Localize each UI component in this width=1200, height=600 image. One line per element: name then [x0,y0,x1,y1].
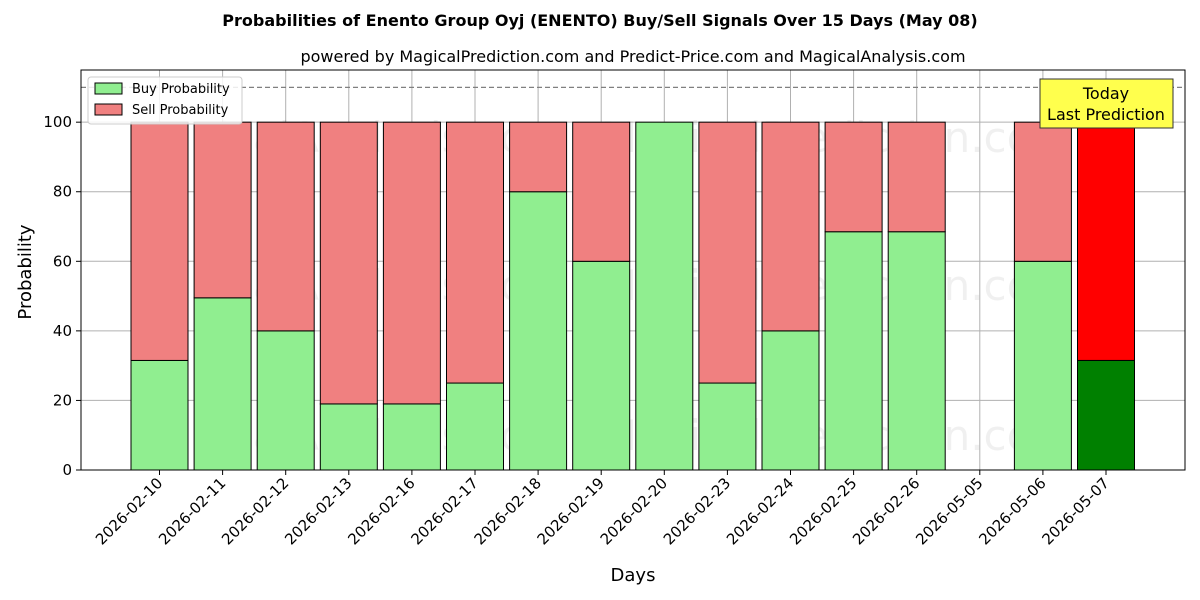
buy-bar [256,330,315,471]
x-axis-label: Days [611,565,656,586]
sell-bar [256,121,315,332]
sell-bar [382,121,441,405]
buy-bar [824,231,883,471]
buy-bar [509,191,568,471]
today-annotation-line2: Last Prediction [1047,105,1165,124]
buy-bar [1077,359,1135,471]
legend-box [87,76,243,125]
sell-bar [319,121,378,405]
chart-subtitle: powered by MagicalPrediction.com and Pre… [300,47,965,66]
x-tick-label: 2026-02-25 [786,474,860,548]
bars [130,121,1135,471]
sell-bar [1013,121,1072,262]
buy-bar [1013,260,1072,471]
y-axis-label: Probability [15,224,36,319]
x-tick-label: 2026-02-16 [344,474,418,548]
chart-title: Probabilities of Enento Group Oyj (ENENT… [222,11,977,30]
x-tick-label: 2026-02-17 [407,474,481,548]
y-tick-label: 0 [62,461,72,479]
today-annotation: Today Last Prediction [1039,78,1174,129]
buy-bar [130,359,189,471]
sell-bar [193,121,252,299]
buy-bar [761,330,820,471]
y-tick-label: 40 [53,322,72,340]
x-tick-label: 2026-02-23 [660,474,734,548]
sell-bar [824,121,883,233]
today-annotation-line1: Today [1082,84,1129,103]
y-tick-label: 100 [43,113,72,131]
legend-sell-label: Sell Probability [132,103,229,118]
sell-bar [509,121,568,193]
x-tick-label: 2026-05-07 [1038,474,1112,548]
x-tick-label: 2026-02-18 [471,474,545,548]
y-axis-ticks: 0 20 40 60 80 100 [43,113,81,479]
buy-bar [382,403,441,471]
x-tick-label: 2026-02-19 [534,474,608,548]
legend: Buy Probability Sell Probability [87,76,243,125]
sell-bar [446,121,504,384]
x-tick-label: 2026-05-05 [912,474,986,548]
sell-bar [1077,121,1135,361]
x-tick-label: 2026-02-24 [723,474,797,548]
plot-frame [80,69,1186,471]
buy-bar [887,231,946,471]
x-tick-label: 2026-02-11 [155,474,229,548]
y-tick-label: 80 [53,183,72,201]
x-tick-label: 2026-02-13 [281,474,355,548]
x-tick-label: 2026-05-06 [975,474,1049,548]
buy-bar [446,382,504,471]
sell-bar [130,121,189,361]
today-annotation-box [1039,78,1174,129]
y-tick-label: 20 [53,391,72,409]
buy-bar [698,382,757,471]
buy-bar [572,260,631,471]
x-tick-label: 2026-02-10 [92,474,166,548]
sell-bar [572,121,631,262]
sell-bar [698,121,757,384]
buy-bar [635,121,694,471]
y-tick-label: 60 [53,252,72,270]
x-tick-label: 2026-02-26 [849,474,923,548]
buy-bar [193,297,252,471]
x-axis-ticks: 2026-02-102026-02-112026-02-122026-02-13… [92,470,1113,548]
sell-bar [887,121,946,233]
sell-bar [761,121,820,332]
buy-bar [319,403,378,471]
x-tick-label: 2026-02-12 [218,474,292,548]
legend-buy-swatch [94,82,123,95]
legend-sell-swatch [94,103,123,116]
x-tick-label: 2026-02-20 [597,474,671,548]
legend-buy-label: Buy Probability [132,82,230,97]
